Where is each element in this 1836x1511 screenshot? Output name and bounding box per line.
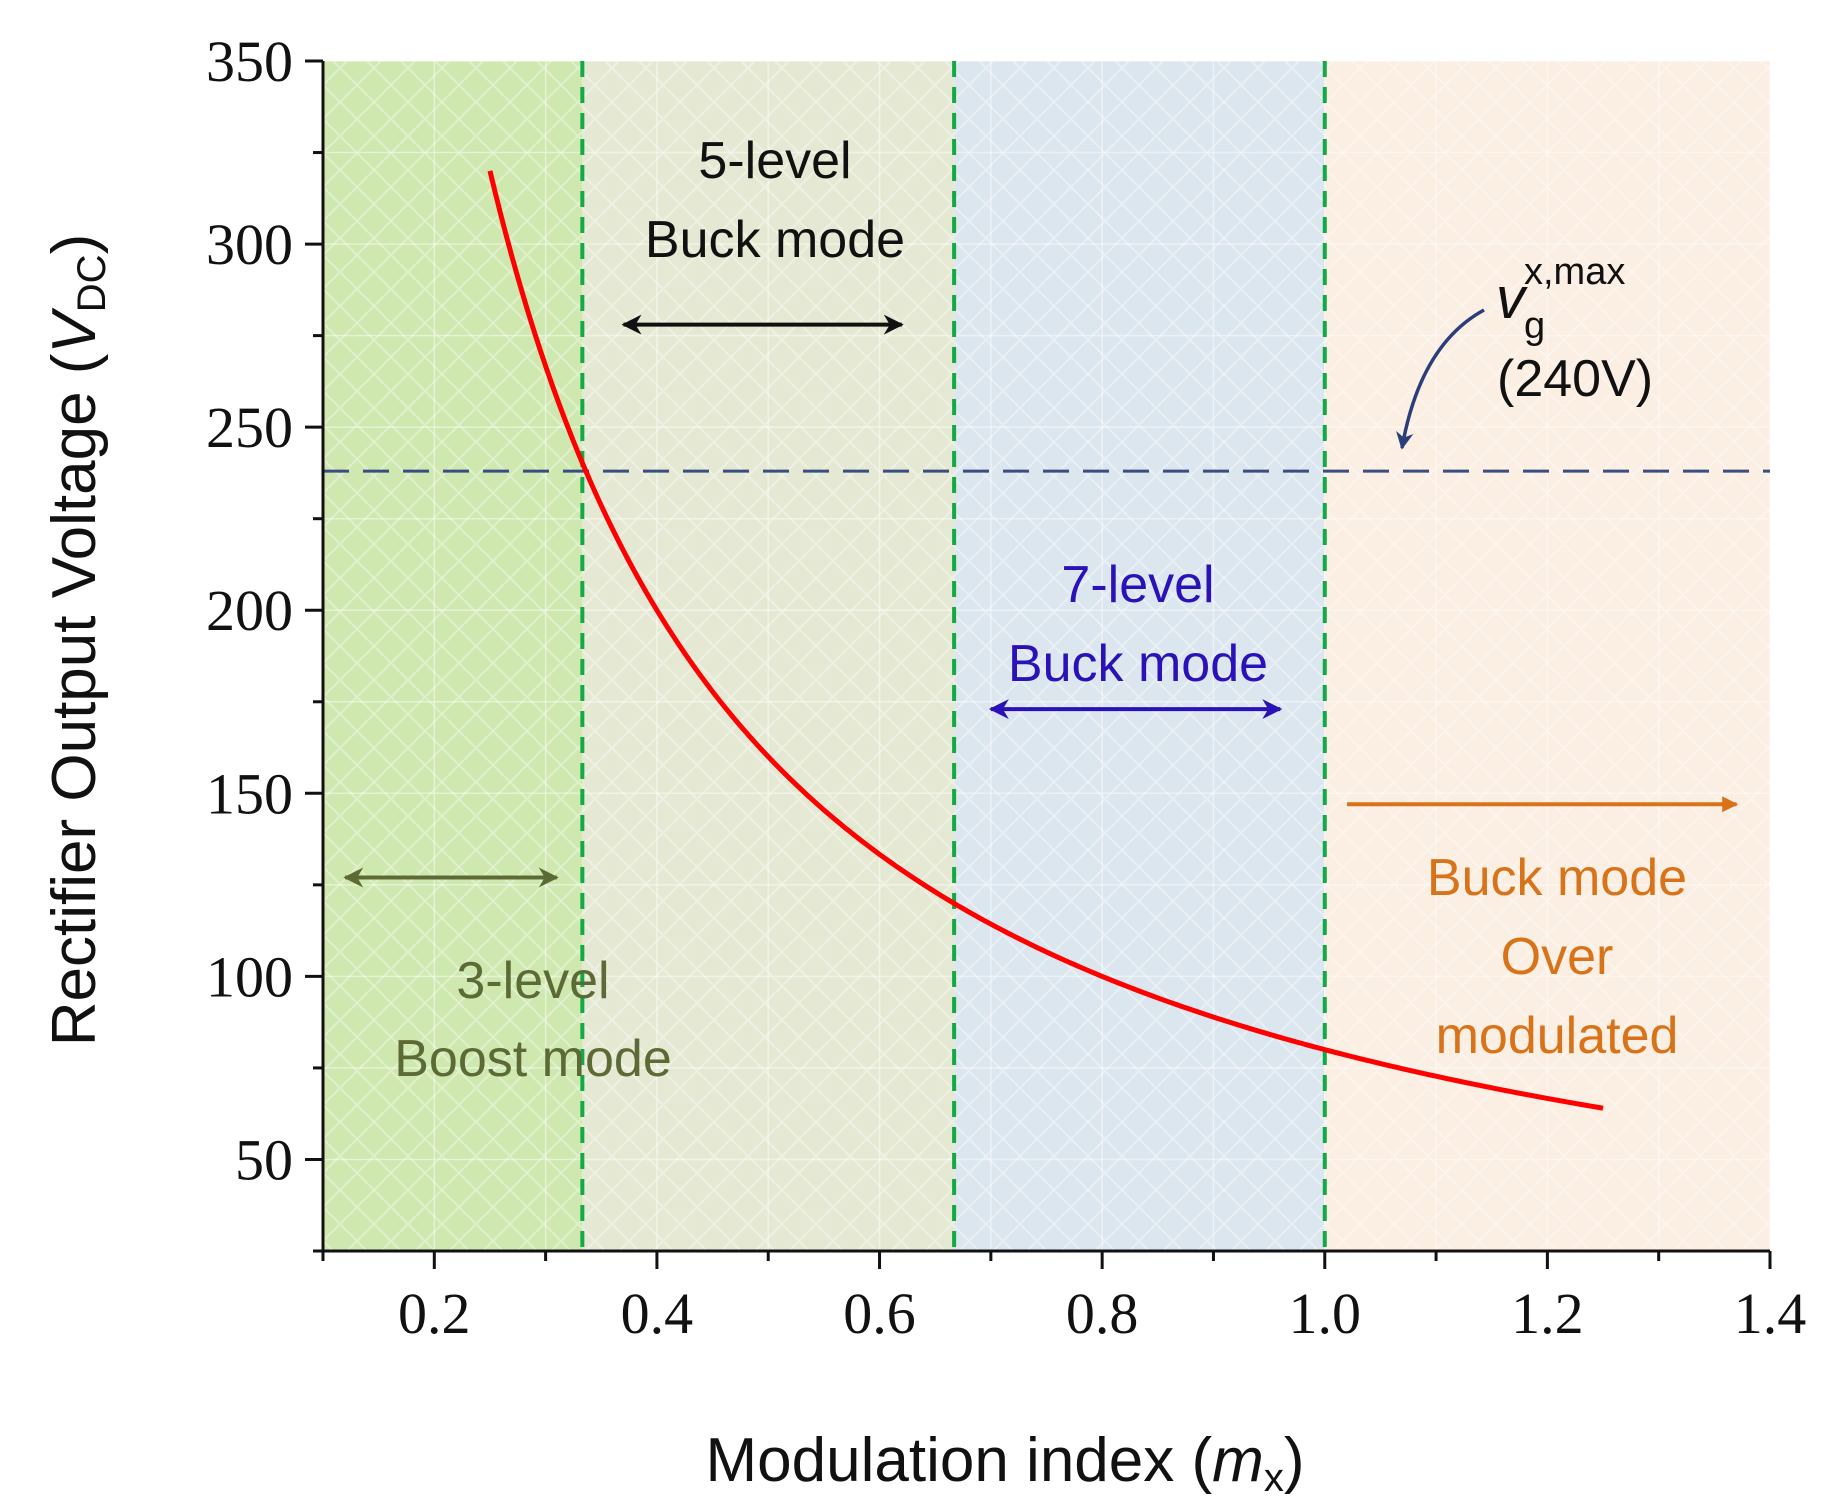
x-tick-label: 0.6 [843,1281,916,1346]
five-level-line1: 5-level [698,132,851,190]
hatch-overlay [323,61,1770,1251]
vg-value: (240V) [1497,350,1653,408]
over-mod-line2: Over [1501,928,1614,986]
x-tick-label: 1.4 [1734,1281,1807,1346]
x-ticks: 0.2 0.4 0.6 0.8 1.0 1.2 1.4 [321,1251,1807,1346]
x-tick-label: 0.8 [1066,1281,1139,1346]
over-mod-line1: Buck mode [1427,849,1687,907]
seven-level-line1: 7-level [1061,556,1214,614]
vg-base: v [1496,266,1528,331]
y-tick-label: 50 [235,1127,293,1192]
vg-max-label: v g x,max (240V) [1496,251,1653,408]
y-ticks: 50 100 150 200 250 300 350 [206,29,323,1253]
x-tick-label: 0.4 [621,1281,694,1346]
over-mod-line3: modulated [1436,1007,1679,1065]
five-level-line2: Buck mode [645,211,905,269]
x-tick-label: 1.2 [1511,1281,1584,1346]
mode-boundaries [580,61,1327,1251]
grid [322,60,1771,1251]
y-axis-title: Rectifier Output Voltage (VDC) [40,234,114,1046]
y-tick-label: 350 [206,29,293,94]
y-tick-label: 200 [206,578,293,643]
vg-subscript: g [1524,305,1545,347]
x-axis-title: Modulation index (mx) [706,1426,1305,1500]
y-tick-label: 250 [206,395,293,460]
vg-pointer-arrow [1396,308,1485,450]
vg-superscript: x,max [1524,251,1625,293]
three-level-line2: Boost mode [394,1030,672,1088]
y-tick-label: 100 [206,944,293,1009]
three-level-line1: 3-level [456,952,609,1010]
x-tick-label: 0.2 [398,1281,471,1346]
seven-level-line2: Buck mode [1008,635,1268,693]
y-tick-label: 150 [206,761,293,826]
y-tick-label: 300 [206,212,293,277]
x-tick-label: 1.0 [1289,1281,1362,1346]
voltage-curve [487,170,1604,1111]
